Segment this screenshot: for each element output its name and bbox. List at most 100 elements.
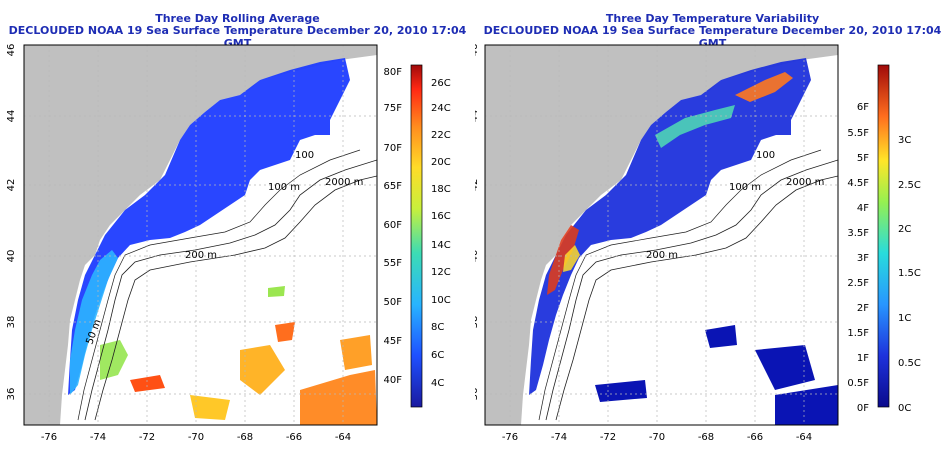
svg-text:0.5C: 0.5C [898, 358, 921, 369]
svg-text:65F: 65F [384, 181, 403, 192]
contour-label-2000m: 2000 m [325, 177, 363, 188]
x-tick: -64 [335, 432, 351, 443]
contour-label-100: 100 [756, 150, 775, 161]
sst-cold-region [68, 58, 350, 395]
y-tick: 38 [6, 316, 17, 329]
svg-text:2.5F: 2.5F [847, 278, 869, 289]
svg-text:3F: 3F [857, 253, 869, 264]
svg-text:6C: 6C [431, 350, 444, 361]
variability-offshore-1 [755, 345, 815, 390]
sst-nearshore-cyan [70, 250, 118, 395]
svg-text:0C: 0C [898, 403, 911, 414]
x-tick: -72 [139, 432, 155, 443]
contour-200m [545, 159, 838, 421]
sst-gulf-green [100, 340, 128, 380]
svg-text:1.5C: 1.5C [898, 268, 921, 279]
svg-text:8C: 8C [431, 322, 444, 333]
contour-100m [77, 149, 361, 421]
y-tick: 46 [6, 44, 17, 57]
right-title: Three Day Temperature Variability [605, 12, 820, 25]
colorbar [877, 64, 890, 408]
y-tick: 40 [6, 250, 17, 263]
svg-text:2F: 2F [857, 303, 869, 314]
land-mass [24, 45, 377, 425]
svg-text:12C: 12C [431, 267, 451, 278]
x-tick: -68 [698, 432, 714, 443]
x-tick: -64 [796, 432, 812, 443]
grid-lines [24, 45, 377, 425]
left-map-panel: Three Day Rolling Average DECLOUDED NOAA… [6, 12, 466, 443]
map-frame [23, 44, 378, 426]
variability-high-coast [547, 225, 579, 295]
svg-text:4F: 4F [857, 203, 869, 214]
contour-200m [84, 159, 377, 421]
y-tick: 38 [475, 316, 480, 329]
x-tick: -74 [90, 432, 106, 443]
variability-high-north [735, 72, 793, 102]
contour-100m [538, 149, 822, 421]
svg-text:45F: 45F [384, 336, 403, 347]
svg-text:2C: 2C [898, 224, 911, 235]
svg-text:26C: 26C [431, 78, 451, 89]
sst-warm-patch-6 [190, 395, 230, 420]
svg-text:4C: 4C [431, 378, 444, 389]
svg-text:20C: 20C [431, 157, 451, 168]
map-frame [484, 44, 839, 426]
sst-green-patch [268, 286, 285, 297]
svg-text:2.5C: 2.5C [898, 180, 921, 191]
svg-text:1F: 1F [857, 353, 869, 364]
svg-text:1.5F: 1.5F [847, 328, 869, 339]
colorbar-celsius-labels: 3C 2.5C 2C 1.5C 1C 0.5C 0C [898, 135, 921, 414]
svg-text:50F: 50F [384, 297, 403, 308]
x-tick: -76 [41, 432, 57, 443]
y-tick: 42 [475, 179, 480, 192]
variability-offshore-2 [705, 325, 737, 348]
contour-label-200m: 200 m [185, 250, 217, 261]
sst-warm-patch-1 [300, 370, 377, 425]
y-tick: 46 [475, 44, 480, 57]
colorbar-celsius-labels: 26C 24C 22C 20C 18C 16C 14C 12C 10C 8C 6… [431, 78, 451, 389]
y-tick: 36 [6, 388, 17, 401]
x-axis-ticks: -76 -74 -72 -70 -68 -66 -64 [41, 432, 351, 443]
svg-text:24C: 24C [431, 103, 451, 114]
svg-text:1C: 1C [898, 313, 911, 324]
svg-text:75F: 75F [384, 103, 403, 114]
svg-text:70F: 70F [384, 143, 403, 154]
y-tick: 44 [475, 110, 480, 123]
svg-text:0F: 0F [857, 403, 869, 414]
svg-text:6F: 6F [857, 102, 869, 113]
svg-text:4.5F: 4.5F [847, 178, 869, 189]
land-mass [485, 45, 838, 425]
colorbar-fahrenheit-labels: 80F 75F 70F 65F 60F 55F 50F 45F 40F [384, 67, 403, 386]
contour-label-2000m: 2000 m [786, 177, 824, 188]
grid-lines [485, 45, 838, 425]
left-map-svg: 200 m 2000 m 100 100 m 50 m -76 -74 -72 … [6, 44, 451, 443]
contour-label-100m: 100 m [268, 182, 300, 193]
y-tick: 36 [475, 388, 480, 401]
sst-warm-patch-5 [130, 375, 165, 392]
variability-offshore-3 [775, 385, 838, 425]
svg-text:5F: 5F [857, 153, 869, 164]
sst-warm-patch-2 [240, 345, 285, 395]
sst-warm-patch-4 [340, 335, 372, 370]
left-title: Three Day Rolling Average [155, 12, 320, 25]
variability-mid-south [563, 245, 580, 272]
svg-text:10C: 10C [431, 295, 451, 306]
y-axis-ticks: 36 38 40 42 44 46 [475, 44, 480, 401]
contour-label-100: 100 [295, 150, 314, 161]
x-tick: -68 [237, 432, 253, 443]
right-map-svg: 200 m 2000 m 100 100 m -76 -74 -72 -70 -… [475, 44, 921, 443]
x-tick: -76 [502, 432, 518, 443]
x-axis-ticks: -76 -74 -72 -70 -68 -66 -64 [502, 432, 812, 443]
x-tick: -66 [286, 432, 302, 443]
sst-warm-patch-3 [275, 322, 295, 342]
y-tick: 42 [6, 179, 17, 192]
x-tick: -74 [551, 432, 567, 443]
contour-label-200m: 200 m [646, 250, 678, 261]
x-tick: -70 [188, 432, 204, 443]
right-map-panel: Three Day Temperature Variability DECLOU… [475, 0, 950, 475]
y-tick: 44 [6, 110, 17, 123]
colorbar-fahrenheit-labels: 6F 5.5F 5F 4.5F 4F 3.5F 3F 2.5F 2F 1.5F … [847, 102, 869, 414]
x-tick: -72 [600, 432, 616, 443]
colorbar [410, 64, 423, 408]
